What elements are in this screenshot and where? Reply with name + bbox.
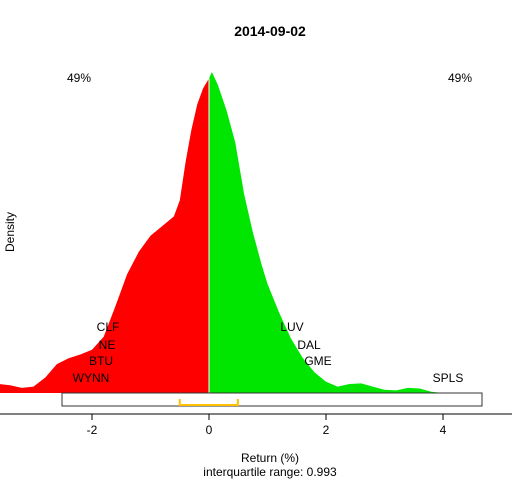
iqr-subtitle: interquartile range: 0.993 <box>203 465 337 479</box>
left-percent: 49% <box>67 71 91 85</box>
density-area <box>0 72 512 393</box>
annotation-btu: BTU <box>89 354 113 368</box>
right-percent: 49% <box>448 71 472 85</box>
annotation-dal: DAL <box>297 338 321 352</box>
annotation-clf: CLF <box>97 320 120 334</box>
annotations: CLF NE BTU WYNN LUV DAL GME SPLS <box>73 320 464 385</box>
y-axis-label: Density <box>3 212 17 252</box>
chart-title: 2014-09-02 <box>234 23 306 39</box>
annotation-ne: NE <box>99 338 116 352</box>
x-tick-label: -2 <box>87 423 98 437</box>
x-tick-label: 0 <box>206 423 213 437</box>
iqr-bracket <box>178 399 239 406</box>
x-tick-label: 2 <box>323 423 330 437</box>
annotation-spls: SPLS <box>433 371 464 385</box>
x-axis: -4-202468 <box>0 413 512 437</box>
annotation-luv: LUV <box>280 320 303 334</box>
x-axis-label: Return (%) <box>241 451 299 465</box>
annotation-gme: GME <box>304 354 331 368</box>
positive-return-area <box>209 72 512 393</box>
plot-frame <box>61 392 483 407</box>
negative-return-area <box>0 78 209 393</box>
annotation-wynn: WYNN <box>73 371 110 385</box>
x-tick-label: 4 <box>440 423 447 437</box>
